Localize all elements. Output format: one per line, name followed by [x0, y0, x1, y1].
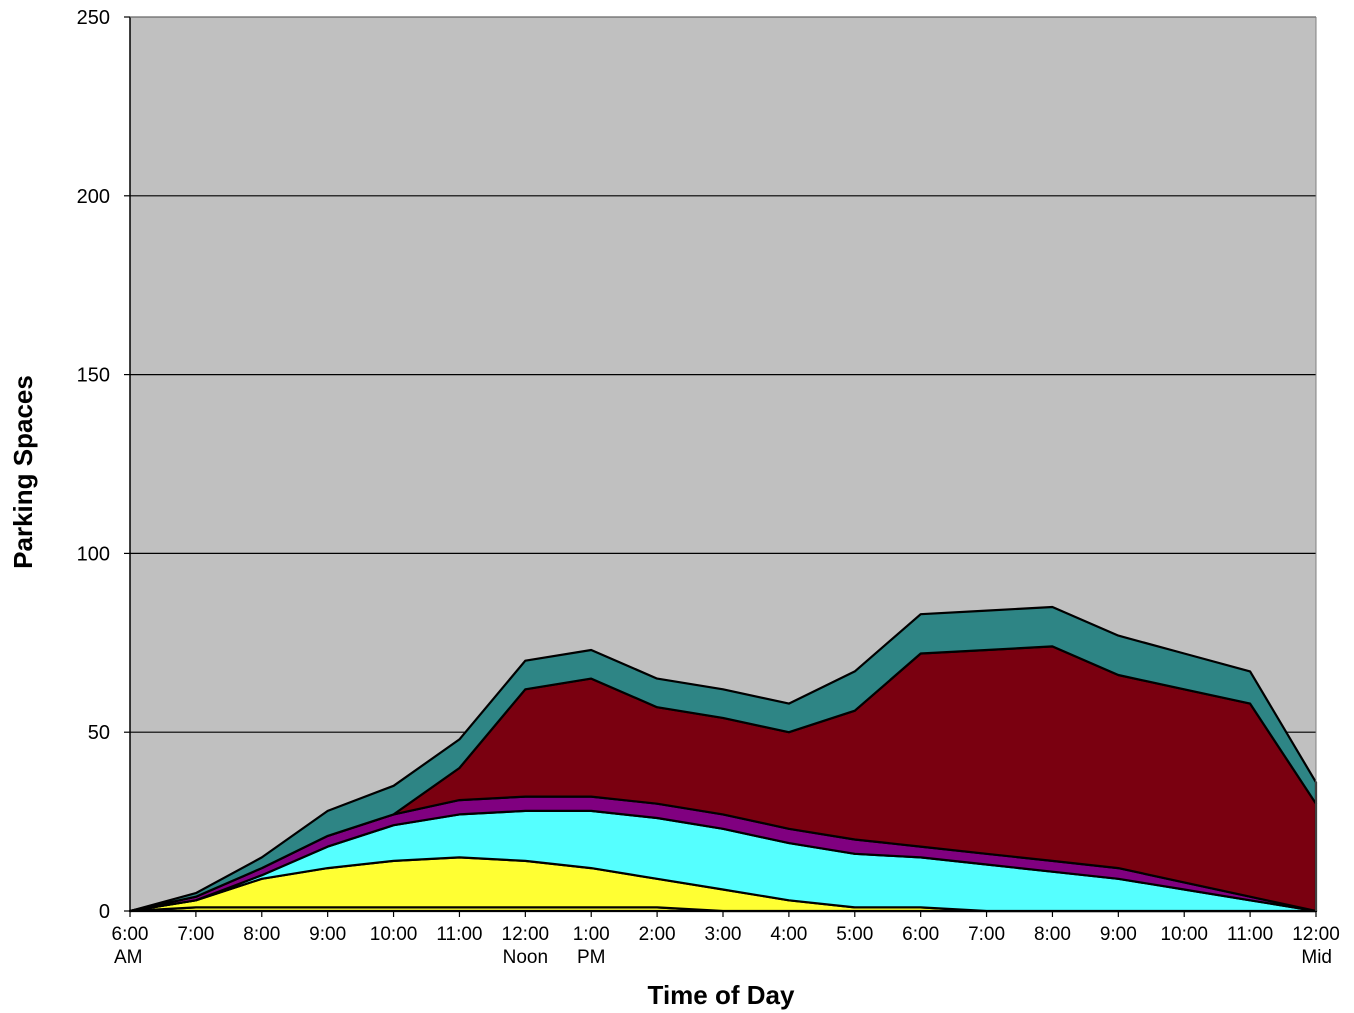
x-tick-label: 8:00 — [1034, 924, 1071, 945]
x-tick-label: 8:00 — [243, 924, 280, 945]
x-tick-label: 2:00 — [639, 924, 676, 945]
x-tick-label: 6:00 — [112, 924, 149, 945]
y-tick-label: 150 — [77, 365, 110, 387]
x-tick-label: 12:00 — [1292, 924, 1340, 945]
y-tick-labels: 0 50 100 150 200 250 — [77, 7, 130, 923]
x-tick-label: 7:00 — [177, 924, 214, 945]
x-tick-label: 9:00 — [1100, 924, 1137, 945]
y-axis-title: Parking Spaces — [8, 375, 38, 569]
x-tick-sublabel: Mid — [1301, 947, 1332, 968]
x-tick-label: 11:00 — [436, 924, 482, 945]
x-tick-label: 9:00 — [309, 924, 346, 945]
x-tick-label: 6:00 — [902, 924, 939, 945]
y-tick-label: 250 — [77, 7, 110, 29]
x-tick-label: 3:00 — [705, 924, 742, 945]
x-axis-title: Time of Day — [648, 980, 795, 1010]
x-tick-label: 10:00 — [1160, 924, 1208, 945]
y-tick-label: 0 — [99, 901, 110, 923]
area-layers — [128, 605, 1318, 913]
x-tick-label: 10:00 — [370, 924, 418, 945]
x-tick-label: 5:00 — [836, 924, 873, 945]
x-tick-sublabel: Noon — [503, 947, 548, 968]
x-tick-sublabel: AM — [114, 947, 143, 968]
y-tick-label: 50 — [88, 722, 110, 744]
x-tick-label: 12:00 — [502, 924, 550, 945]
y-tick-label: 200 — [77, 186, 110, 208]
x-tick-label: 1:00 — [573, 924, 610, 945]
x-tick-label: 4:00 — [770, 924, 807, 945]
x-tick-label: 11:00 — [1227, 924, 1273, 945]
x-tick-sublabel: PM — [577, 947, 606, 968]
y-tick-label: 100 — [77, 543, 110, 565]
x-tick-label: 7:00 — [968, 924, 1005, 945]
